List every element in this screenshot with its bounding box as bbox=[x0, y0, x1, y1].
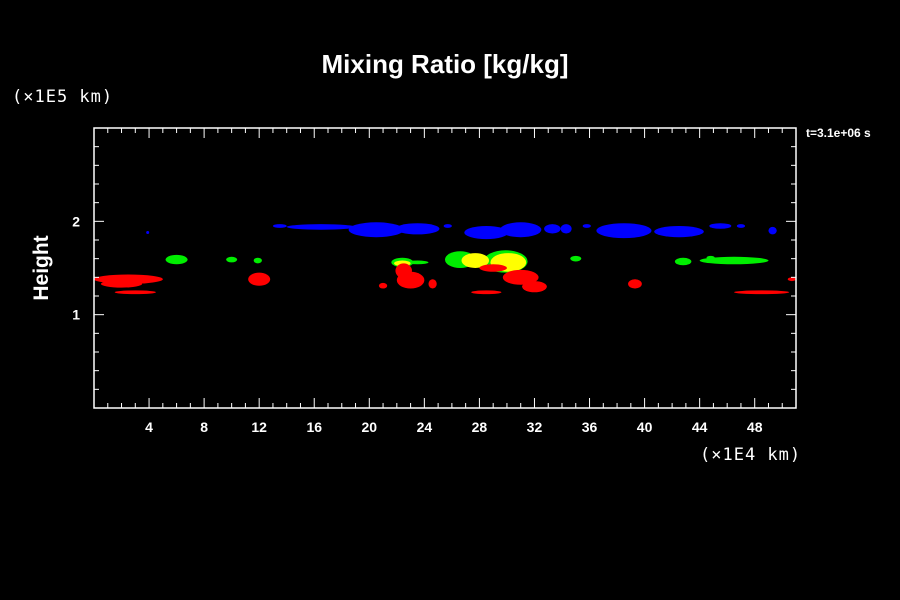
y-tick-label: 1 bbox=[72, 307, 80, 323]
region-blue-3 bbox=[395, 223, 440, 235]
region-blue-9 bbox=[582, 224, 591, 228]
y-tick-label: 2 bbox=[72, 213, 80, 229]
region-red-40 bbox=[502, 269, 539, 285]
region-blue-8 bbox=[560, 224, 572, 234]
x-unit-label: (×1E4 km) bbox=[700, 445, 801, 465]
x-tick-label: 28 bbox=[472, 419, 488, 435]
region-blue-2 bbox=[348, 222, 404, 238]
region-red-39 bbox=[479, 264, 507, 272]
region-blue-15 bbox=[146, 231, 150, 235]
x-tick-label: 44 bbox=[692, 419, 708, 435]
region-red-38 bbox=[471, 290, 502, 295]
region-blue-10 bbox=[596, 223, 652, 239]
region-blue-11 bbox=[654, 226, 704, 238]
x-tick-label: 16 bbox=[306, 419, 322, 435]
x-tick-label: 32 bbox=[527, 419, 543, 435]
region-blue-1 bbox=[286, 224, 356, 230]
time-label: t=3.1e+06 s bbox=[806, 126, 871, 140]
x-tick-label: 24 bbox=[417, 419, 433, 435]
x-tick-label: 20 bbox=[362, 419, 378, 435]
y-axis-label: Height bbox=[30, 235, 53, 300]
region-green-18 bbox=[253, 257, 262, 264]
region-yellow-27 bbox=[461, 253, 490, 268]
x-tick-label: 4 bbox=[145, 419, 153, 435]
plot-regions bbox=[93, 222, 797, 295]
region-red-31 bbox=[100, 280, 143, 288]
region-blue-13 bbox=[736, 224, 746, 228]
region-red-33 bbox=[248, 272, 271, 286]
region-blue-6 bbox=[500, 222, 542, 238]
region-red-42 bbox=[628, 279, 642, 289]
region-green-16 bbox=[165, 254, 188, 265]
region-green-21 bbox=[674, 257, 692, 266]
region-blue-4 bbox=[443, 224, 452, 228]
region-red-37 bbox=[428, 279, 437, 289]
region-red-44 bbox=[787, 277, 797, 282]
region-blue-12 bbox=[709, 223, 732, 229]
x-tick-label: 48 bbox=[747, 419, 763, 435]
region-red-35 bbox=[396, 271, 425, 289]
region-blue-14 bbox=[768, 226, 777, 235]
region-blue-0 bbox=[272, 224, 287, 228]
x-tick-label: 12 bbox=[251, 419, 267, 435]
region-green-23 bbox=[706, 255, 715, 260]
region-red-36 bbox=[378, 282, 388, 289]
region-red-41 bbox=[522, 281, 547, 293]
region-red-32 bbox=[114, 290, 156, 295]
x-tick-label: 8 bbox=[200, 419, 208, 435]
chart-title: Mixing Ratio [kg/kg] bbox=[322, 49, 569, 79]
region-green-20 bbox=[570, 255, 582, 262]
y-unit-label: (×1E5 km) bbox=[12, 87, 113, 107]
region-green-17 bbox=[226, 256, 238, 263]
plot-frame bbox=[93, 127, 797, 409]
x-tick-label: 36 bbox=[582, 419, 598, 435]
region-green-22 bbox=[699, 256, 769, 265]
region-red-43 bbox=[734, 290, 790, 295]
region-blue-7 bbox=[544, 224, 561, 234]
region-blue-5 bbox=[464, 226, 509, 240]
x-tick-label: 40 bbox=[637, 419, 653, 435]
